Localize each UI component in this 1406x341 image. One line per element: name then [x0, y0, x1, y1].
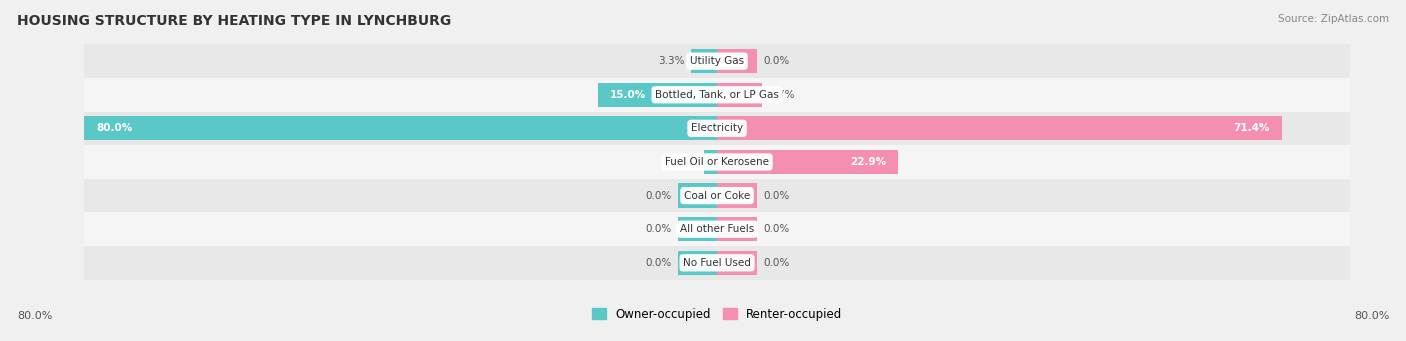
Text: No Fuel Used: No Fuel Used	[683, 258, 751, 268]
Text: 71.4%: 71.4%	[1233, 123, 1270, 133]
Bar	[84, 246, 1350, 280]
Text: 0.0%: 0.0%	[763, 224, 789, 234]
Bar	[84, 116, 717, 140]
Bar	[690, 49, 717, 73]
Bar	[599, 83, 717, 107]
Text: 22.9%: 22.9%	[851, 157, 886, 167]
Legend: Owner-occupied, Renter-occupied: Owner-occupied, Renter-occupied	[586, 303, 848, 325]
Bar	[717, 183, 756, 208]
Text: 0.0%: 0.0%	[645, 224, 671, 234]
Text: 0.0%: 0.0%	[645, 191, 671, 201]
Text: 0.0%: 0.0%	[763, 56, 789, 66]
Text: 80.0%: 80.0%	[1354, 311, 1389, 321]
Bar	[678, 183, 717, 208]
Text: 3.3%: 3.3%	[658, 56, 685, 66]
Text: Source: ZipAtlas.com: Source: ZipAtlas.com	[1278, 14, 1389, 24]
Bar	[703, 150, 717, 174]
Text: 5.7%: 5.7%	[769, 90, 794, 100]
Text: Utility Gas: Utility Gas	[690, 56, 744, 66]
Bar	[678, 217, 717, 241]
Text: 0.0%: 0.0%	[763, 258, 789, 268]
Text: Bottled, Tank, or LP Gas: Bottled, Tank, or LP Gas	[655, 90, 779, 100]
Text: 0.0%: 0.0%	[763, 191, 789, 201]
Bar	[717, 150, 898, 174]
Text: 80.0%: 80.0%	[96, 123, 132, 133]
Bar	[717, 83, 762, 107]
Bar	[717, 49, 756, 73]
Bar	[84, 112, 1350, 145]
Text: 1.7%: 1.7%	[671, 157, 697, 167]
Bar	[717, 251, 756, 275]
Text: 0.0%: 0.0%	[645, 258, 671, 268]
Bar	[84, 44, 1350, 78]
Bar	[84, 179, 1350, 212]
Text: All other Fuels: All other Fuels	[681, 224, 754, 234]
Text: Electricity: Electricity	[690, 123, 744, 133]
Bar	[84, 145, 1350, 179]
Bar	[717, 116, 1282, 140]
Text: Coal or Coke: Coal or Coke	[683, 191, 751, 201]
Text: 80.0%: 80.0%	[17, 311, 52, 321]
Bar	[84, 212, 1350, 246]
Text: Fuel Oil or Kerosene: Fuel Oil or Kerosene	[665, 157, 769, 167]
Text: HOUSING STRUCTURE BY HEATING TYPE IN LYNCHBURG: HOUSING STRUCTURE BY HEATING TYPE IN LYN…	[17, 14, 451, 28]
Bar	[84, 78, 1350, 112]
Text: 15.0%: 15.0%	[610, 90, 647, 100]
Bar	[678, 251, 717, 275]
Bar	[717, 217, 756, 241]
